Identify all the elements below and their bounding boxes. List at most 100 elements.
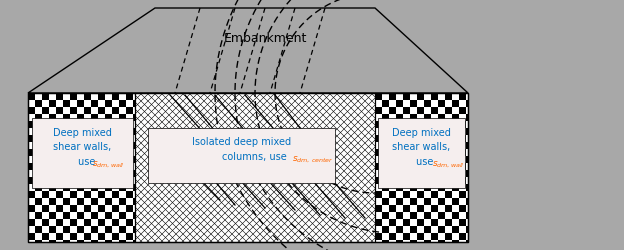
Bar (417, 121, 424, 128)
Bar (84, 233, 91, 240)
Bar (112, 93, 119, 100)
Bar (452, 142, 459, 149)
Bar (49, 142, 56, 149)
Bar (459, 219, 466, 226)
Bar (375, 205, 382, 212)
Bar (28, 121, 35, 128)
Bar (375, 219, 382, 226)
Bar (70, 163, 77, 170)
Bar (438, 198, 445, 205)
Bar (91, 184, 98, 191)
Bar (35, 156, 42, 163)
Bar (56, 93, 63, 100)
Text: use: use (416, 157, 437, 167)
Bar (438, 156, 445, 163)
Bar (56, 163, 63, 170)
Bar (49, 226, 56, 233)
Bar (42, 107, 49, 114)
Bar (84, 135, 91, 142)
Text: Embankment: Embankment (223, 32, 306, 45)
Bar (389, 177, 396, 184)
Bar (431, 191, 438, 198)
Bar (375, 93, 382, 100)
Bar (119, 226, 126, 233)
Bar (32, 118, 133, 188)
Bar (424, 226, 431, 233)
Bar (119, 100, 126, 107)
Bar (459, 163, 466, 170)
Bar (452, 212, 459, 219)
Bar (410, 184, 417, 191)
Bar (375, 107, 382, 114)
Bar (112, 233, 119, 240)
Bar (417, 191, 424, 198)
Bar (105, 212, 112, 219)
Bar (445, 177, 452, 184)
Bar (382, 170, 389, 177)
Bar (98, 219, 105, 226)
Bar (410, 240, 417, 242)
Bar (126, 93, 133, 100)
Bar (389, 149, 396, 156)
Bar (396, 114, 403, 121)
Bar (91, 240, 98, 242)
Bar (28, 107, 35, 114)
Bar (56, 233, 63, 240)
Bar (91, 142, 98, 149)
Bar (126, 205, 133, 212)
Bar (126, 177, 133, 184)
Bar (452, 128, 459, 135)
Bar (112, 121, 119, 128)
Bar (42, 233, 49, 240)
Bar (98, 205, 105, 212)
Bar (119, 156, 126, 163)
Bar (35, 212, 42, 219)
Bar (431, 233, 438, 240)
Bar (431, 219, 438, 226)
Bar (424, 100, 431, 107)
Bar (389, 205, 396, 212)
Bar (417, 163, 424, 170)
Bar (389, 163, 396, 170)
Bar (28, 219, 35, 226)
Bar (63, 240, 70, 242)
Text: columns, use: columns, use (222, 152, 290, 162)
Polygon shape (28, 8, 468, 93)
Bar (56, 219, 63, 226)
Bar (28, 93, 135, 242)
Bar (112, 149, 119, 156)
Bar (49, 100, 56, 107)
Bar (77, 198, 84, 205)
Bar (431, 205, 438, 212)
Bar (459, 107, 466, 114)
Bar (28, 93, 135, 242)
Bar (98, 107, 105, 114)
Bar (77, 212, 84, 219)
Bar (382, 128, 389, 135)
Bar (28, 93, 35, 100)
Text: $s_{dm,\,center}$: $s_{dm,\,center}$ (291, 155, 333, 165)
Bar (403, 93, 410, 100)
Bar (63, 184, 70, 191)
Bar (452, 170, 459, 177)
Bar (375, 163, 382, 170)
Bar (98, 191, 105, 198)
Bar (382, 212, 389, 219)
Bar (431, 135, 438, 142)
Bar (410, 226, 417, 233)
Bar (133, 170, 135, 177)
Bar (35, 128, 42, 135)
Text: shear walls,: shear walls, (392, 142, 451, 152)
Bar (28, 135, 35, 142)
Bar (382, 184, 389, 191)
Bar (63, 198, 70, 205)
Bar (403, 177, 410, 184)
Bar (105, 156, 112, 163)
Bar (424, 184, 431, 191)
Bar (126, 107, 133, 114)
Bar (98, 233, 105, 240)
Bar (410, 170, 417, 177)
Bar (459, 93, 466, 100)
Bar (42, 93, 49, 100)
Bar (105, 142, 112, 149)
